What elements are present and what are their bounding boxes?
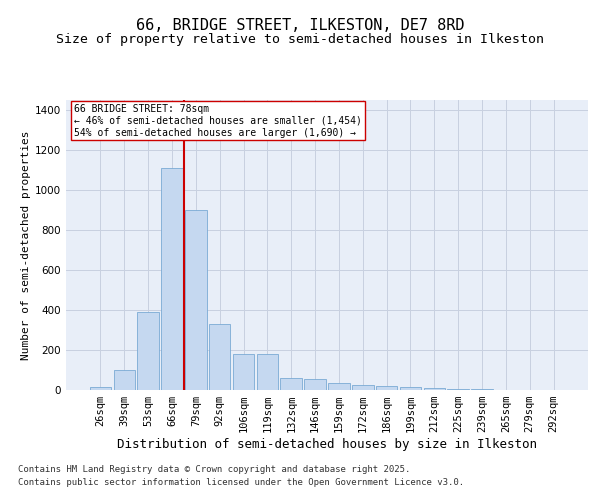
Bar: [304, 379, 326, 390]
Y-axis label: Number of semi-detached properties: Number of semi-detached properties: [21, 130, 31, 360]
Bar: [137, 312, 159, 390]
Bar: [328, 383, 350, 390]
Text: 66, BRIDGE STREET, ILKESTON, DE7 8RD: 66, BRIDGE STREET, ILKESTON, DE7 8RD: [136, 18, 464, 32]
Bar: [90, 387, 111, 390]
Text: 66 BRIDGE STREET: 78sqm
← 46% of semi-detached houses are smaller (1,454)
54% of: 66 BRIDGE STREET: 78sqm ← 46% of semi-de…: [74, 104, 362, 138]
Bar: [471, 389, 493, 390]
Bar: [280, 378, 302, 390]
Bar: [424, 388, 445, 390]
Bar: [233, 354, 254, 390]
Bar: [400, 387, 421, 390]
Text: Size of property relative to semi-detached houses in Ilkeston: Size of property relative to semi-detach…: [56, 32, 544, 46]
Bar: [352, 385, 374, 390]
Text: Contains HM Land Registry data © Crown copyright and database right 2025.: Contains HM Land Registry data © Crown c…: [18, 466, 410, 474]
Bar: [376, 386, 397, 390]
Bar: [113, 370, 135, 390]
X-axis label: Distribution of semi-detached houses by size in Ilkeston: Distribution of semi-detached houses by …: [117, 438, 537, 451]
Bar: [161, 168, 183, 390]
Text: Contains public sector information licensed under the Open Government Licence v3: Contains public sector information licen…: [18, 478, 464, 487]
Bar: [257, 354, 278, 390]
Bar: [448, 389, 469, 390]
Bar: [209, 324, 230, 390]
Bar: [185, 210, 206, 390]
